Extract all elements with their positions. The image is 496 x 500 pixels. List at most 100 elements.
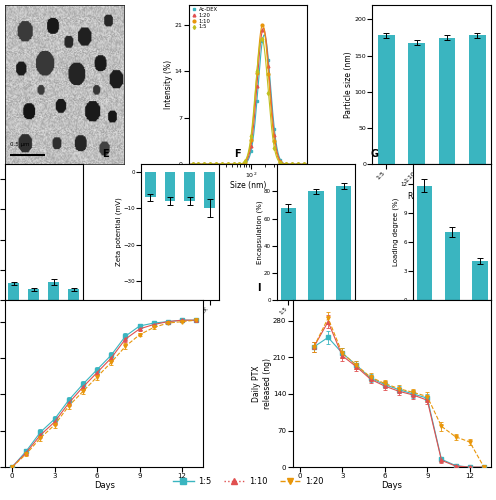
1:20: [248, 143, 254, 149]
1:10: [207, 162, 213, 168]
Line: 1:20: 1:20: [191, 28, 305, 166]
Ac-DEX: [271, 126, 277, 132]
1:5: [283, 162, 289, 168]
1:20: [236, 162, 242, 168]
1:20: [189, 162, 195, 168]
1:10: [301, 162, 307, 168]
Bar: [68, 290, 79, 300]
Y-axis label: Particle size (nm): Particle size (nm): [344, 52, 353, 118]
Y-axis label: Daily PTX
released (ng): Daily PTX released (ng): [252, 358, 272, 409]
Ac-DEX: [254, 98, 260, 103]
1:5: [225, 162, 231, 168]
Ac-DEX: [201, 162, 207, 168]
Text: 0.5 μm: 0.5 μm: [10, 142, 29, 147]
X-axis label: Size (nm): Size (nm): [230, 182, 266, 190]
1:20: [195, 162, 201, 168]
Bar: [417, 186, 432, 300]
Y-axis label: Encapsulation (%): Encapsulation (%): [256, 200, 262, 264]
Ac-DEX: [189, 162, 195, 168]
Ac-DEX: [265, 57, 271, 63]
1:5: [271, 145, 277, 151]
1:5: [248, 134, 254, 140]
1:5: [289, 162, 295, 168]
Bar: [28, 290, 39, 300]
Ac-DEX: [213, 162, 219, 168]
Ac-DEX: [259, 38, 265, 44]
Ac-DEX: [231, 162, 237, 168]
1:20: [231, 162, 237, 168]
1:20: [295, 162, 301, 168]
1:20: [242, 160, 248, 166]
X-axis label: Ratio of PTX
to Ac-DEX: Ratio of PTX to Ac-DEX: [295, 320, 337, 332]
X-axis label: Ratio of PTX
to Ac-DEX: Ratio of PTX to Ac-DEX: [408, 192, 455, 211]
Y-axis label: Loading degree (%): Loading degree (%): [392, 198, 399, 266]
Bar: [48, 282, 60, 300]
1:20: [271, 132, 277, 138]
1:10: [236, 161, 242, 167]
Bar: [336, 186, 351, 300]
Bar: [469, 36, 486, 164]
1:20: [265, 62, 271, 68]
1:5: [254, 68, 260, 74]
1:10: [242, 159, 248, 165]
1:10: [201, 162, 207, 168]
Legend: 1:5, 1:10, 1:20: 1:5, 1:10, 1:20: [170, 473, 326, 489]
1:20: [301, 162, 307, 168]
1:5: [242, 158, 248, 164]
1:10: [295, 162, 301, 168]
1:10: [289, 162, 295, 168]
1:10: [283, 161, 289, 167]
Bar: [408, 42, 425, 164]
1:10: [189, 162, 195, 168]
Ac-DEX: [207, 162, 213, 168]
Ac-DEX: [283, 161, 289, 167]
1:20: [225, 162, 231, 168]
1:5: [207, 162, 213, 168]
X-axis label: Ratio of PTX
to Ac-DEX: Ratio of PTX to Ac-DEX: [23, 325, 65, 338]
1:20: [201, 162, 207, 168]
X-axis label: Ratio of PTX
to Ac-DEX: Ratio of PTX to Ac-DEX: [431, 320, 473, 332]
1:5: [195, 162, 201, 168]
1:5: [219, 162, 225, 168]
Bar: [444, 232, 460, 300]
Bar: [165, 172, 176, 201]
Bar: [378, 36, 395, 164]
1:20: [277, 158, 283, 164]
1:10: [265, 71, 271, 77]
Ac-DEX: [242, 160, 248, 166]
Ac-DEX: [289, 162, 295, 168]
Bar: [185, 172, 195, 201]
1:10: [231, 162, 237, 168]
1:10: [277, 159, 283, 165]
1:20: [207, 162, 213, 168]
X-axis label: Days: Days: [381, 481, 402, 490]
1:10: [219, 162, 225, 168]
Line: 1:10: 1:10: [191, 24, 305, 166]
1:5: [236, 161, 242, 167]
Bar: [145, 172, 156, 198]
Bar: [8, 283, 19, 300]
Ac-DEX: [219, 162, 225, 168]
1:20: [254, 82, 260, 88]
1:5: [189, 162, 195, 168]
Y-axis label: Intensity (%): Intensity (%): [164, 60, 173, 109]
1:20: [283, 161, 289, 167]
1:20: [259, 27, 265, 33]
Ac-DEX: [295, 162, 301, 168]
1:10: [225, 162, 231, 168]
1:5: [201, 162, 207, 168]
1:10: [248, 137, 254, 143]
Y-axis label: Zeta potential (mV): Zeta potential (mV): [115, 198, 122, 266]
Text: E: E: [102, 149, 109, 159]
1:5: [277, 160, 283, 166]
Bar: [309, 192, 324, 300]
1:5: [265, 90, 271, 96]
1:10: [195, 162, 201, 168]
Ac-DEX: [248, 148, 254, 154]
1:20: [219, 162, 225, 168]
Ac-DEX: [195, 162, 201, 168]
1:5: [259, 36, 265, 42]
Legend: Ac-DEX, 1:20, 1:10, 1:5: Ac-DEX, 1:20, 1:10, 1:5: [190, 6, 219, 30]
Text: I: I: [257, 283, 260, 293]
X-axis label: Ratio of PTX
to Ac-DEX: Ratio of PTX to Ac-DEX: [159, 325, 201, 338]
